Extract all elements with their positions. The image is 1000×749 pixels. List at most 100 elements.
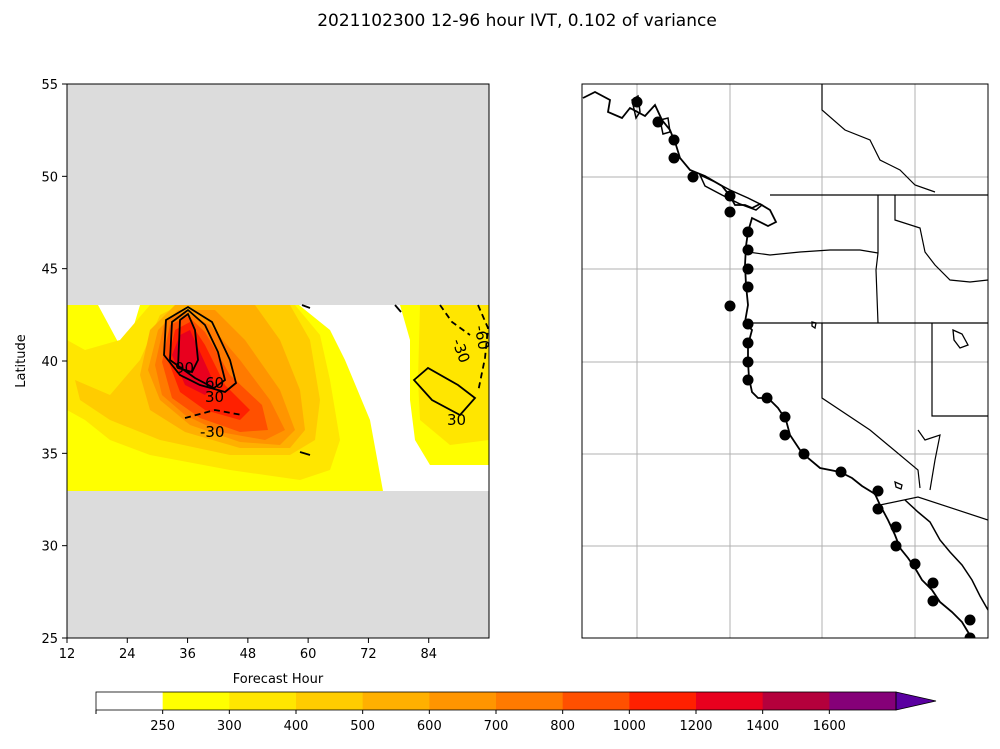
station-marker <box>798 448 810 460</box>
contour-label: 90 <box>175 359 194 377</box>
contour-neg60-east <box>477 304 489 393</box>
colorbar-tick-label: 500 <box>350 719 375 734</box>
station-markers <box>631 96 976 638</box>
masked-region-south <box>67 491 489 638</box>
nv-ut-border <box>931 323 988 417</box>
x-tick-label: 24 <box>119 647 136 662</box>
station-marker <box>761 392 773 404</box>
station-marker <box>668 152 680 164</box>
great-salt-lake <box>952 328 969 349</box>
colorbar-segment <box>96 692 164 710</box>
station-marker <box>742 356 754 368</box>
map-background <box>582 84 988 638</box>
station-marker <box>742 244 754 256</box>
us-mexico-border <box>879 496 988 521</box>
station-marker <box>909 558 921 570</box>
y-tick-label: 55 <box>41 78 58 93</box>
colorbar-segment <box>229 692 297 710</box>
station-marker <box>742 374 754 386</box>
colorbar-tick-label: 1200 <box>679 719 712 734</box>
station-marker <box>631 96 643 108</box>
station-marker <box>668 134 680 146</box>
x-tick-label: 12 <box>59 647 76 662</box>
contour-30 <box>163 305 238 393</box>
station-marker <box>742 281 754 293</box>
colorbar-ticks: 250 300 400 500 600 700 800 1000 1200 1400 1600 <box>95 710 846 734</box>
colorbar-tick-label: 1400 <box>746 719 779 734</box>
colorbar-tick-label: 800 <box>550 719 575 734</box>
station-marker <box>872 485 884 497</box>
contour-small-top <box>301 304 311 309</box>
station-marker <box>652 116 664 128</box>
colorbar-extend-arrow <box>895 691 937 711</box>
x-tick-label: 84 <box>420 647 437 662</box>
colorbar-tick-label: 400 <box>284 719 309 734</box>
contour-neg30-east <box>439 304 471 336</box>
x-tick-label: 60 <box>300 647 317 662</box>
y-tick-label: 25 <box>41 632 58 647</box>
id-west-border <box>875 195 879 324</box>
colorbar-tick-label: 300 <box>217 719 242 734</box>
az-border <box>917 429 941 491</box>
station-marker <box>724 300 736 312</box>
station-marker <box>890 540 902 552</box>
contour-label: -60 <box>471 324 493 351</box>
contour-label: 60 <box>205 374 224 392</box>
contour-30-east <box>412 366 477 417</box>
left-heatmap-panel: 90 60 30 -30 30 -30 -60 12 24 36 48 60 72 84 2… <box>14 78 493 687</box>
mt-id-border <box>894 195 988 283</box>
colorbar-segment <box>696 692 764 710</box>
station-marker <box>890 521 902 533</box>
station-marker <box>779 411 791 423</box>
y-tick-label: 50 <box>41 170 58 185</box>
y-axis-title: Latitude <box>14 334 29 388</box>
colorbar-tick-label: 600 <box>417 719 442 734</box>
colorbar-segment <box>629 692 697 710</box>
y-tick-label: 45 <box>41 263 58 278</box>
contour-neg30 <box>184 409 243 419</box>
masked-region-north <box>67 84 489 305</box>
station-marker <box>835 466 847 478</box>
colorbar-segment <box>496 692 564 710</box>
station-marker <box>742 226 754 238</box>
political-borders <box>747 84 988 521</box>
station-marker <box>742 337 754 349</box>
ivt-fill-300-east <box>418 305 489 445</box>
salton-sea <box>894 480 903 490</box>
y-tick-label: 40 <box>41 355 58 370</box>
colorbar-segment <box>829 692 897 710</box>
station-marker <box>724 190 736 202</box>
station-marker <box>964 614 976 626</box>
map-frame <box>581 83 989 639</box>
colorbar-segment <box>762 692 830 710</box>
wa-or-border <box>747 249 879 256</box>
ivt-filled-contours <box>67 305 489 491</box>
colorbar-segment <box>162 692 230 710</box>
right-map-panel <box>581 83 989 639</box>
y-tick-label: 35 <box>41 447 58 462</box>
vancouver-island <box>698 173 764 211</box>
colorbar-tick-label: 700 <box>484 719 509 734</box>
station-marker <box>927 595 939 607</box>
figure-title: 2021102300 12-96 hour IVT, 0.102 of vari… <box>317 11 717 31</box>
station-marker <box>964 632 976 638</box>
station-marker <box>779 429 791 441</box>
left-y-ticks: 25 30 35 40 45 50 55 <box>41 78 67 647</box>
bc-alberta-border <box>821 84 936 193</box>
left-x-ticks: 12 24 36 48 60 72 84 <box>59 638 437 662</box>
anomaly-contour-lines <box>163 304 489 456</box>
colorbar-segments <box>96 692 897 710</box>
colorbar-tick-label: 1000 <box>613 719 646 734</box>
station-marker <box>872 503 884 515</box>
station-marker <box>742 263 754 275</box>
gulf-coastline <box>904 499 988 611</box>
colorbar-segment <box>429 692 497 710</box>
contour-60 <box>169 308 227 390</box>
contour-label: 30 <box>447 411 466 429</box>
x-tick-label: 72 <box>360 647 377 662</box>
contour-small-top2 <box>394 304 402 313</box>
station-marker <box>927 577 939 589</box>
station-marker <box>742 318 754 330</box>
x-tick-label: 48 <box>240 647 257 662</box>
